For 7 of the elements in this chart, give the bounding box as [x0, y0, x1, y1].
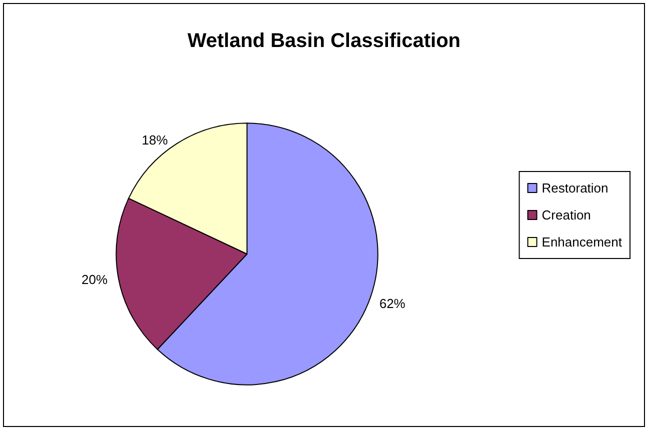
data-label: 18% [142, 132, 168, 148]
legend-label: Creation [542, 208, 591, 222]
legend-label: Restoration [542, 180, 608, 196]
data-label: 62% [379, 296, 406, 312]
legend-label: Enhancement [542, 234, 622, 250]
data-label: 20% [82, 272, 108, 287]
chart-title: Wetland Basin Classification [187, 30, 461, 52]
